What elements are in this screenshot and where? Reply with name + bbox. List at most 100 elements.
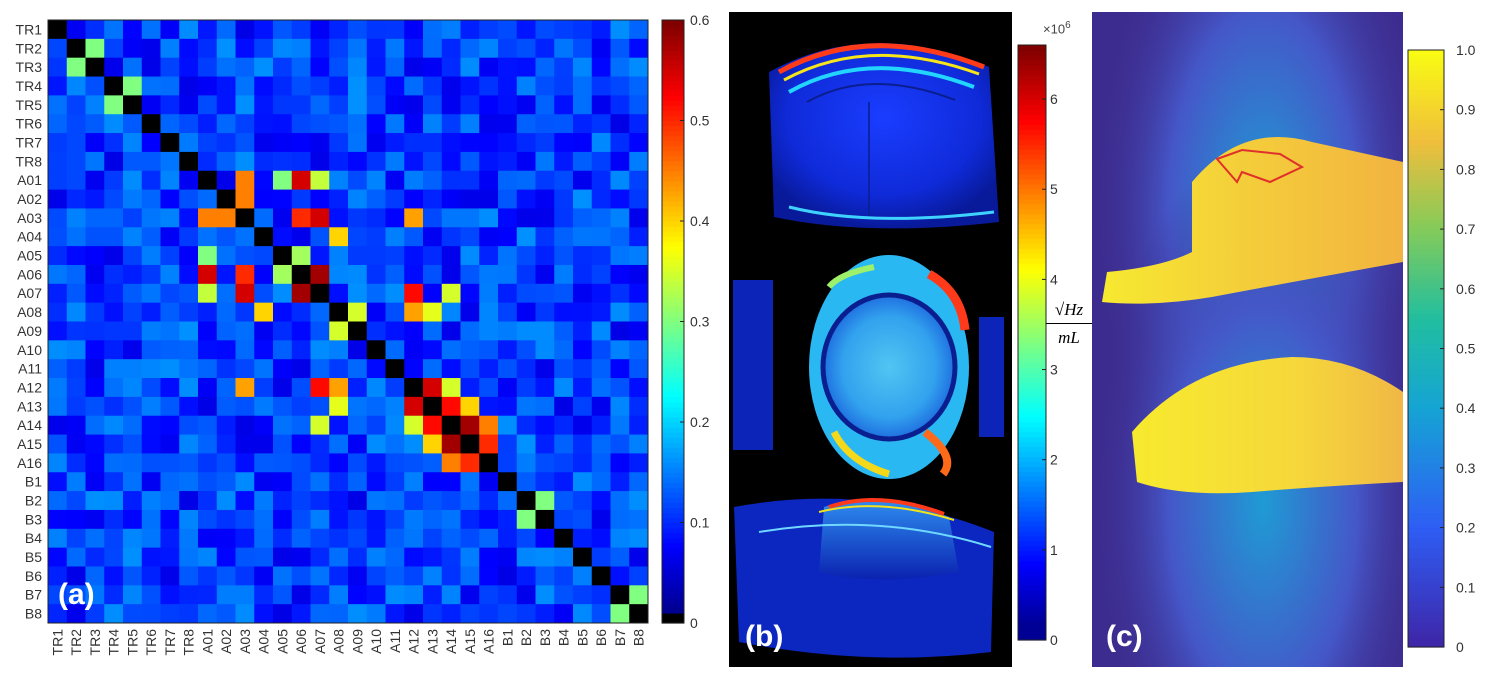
heatmap-cell — [160, 151, 180, 172]
heatmap-cell — [66, 283, 86, 304]
heatmap-cell — [198, 246, 218, 266]
heatmap-cell — [573, 57, 593, 78]
heatmap-cell — [179, 528, 199, 549]
heatmap-cell — [85, 76, 105, 96]
heatmap-cell — [66, 491, 86, 511]
colorbar-segment — [1018, 283, 1046, 289]
heatmap-cell — [85, 227, 105, 247]
colorbar-segment — [662, 592, 684, 599]
heatmap-cell — [48, 528, 68, 549]
colorbar-segment — [1408, 119, 1444, 126]
heatmap-cell — [460, 434, 480, 454]
colorbar-segment — [662, 577, 684, 584]
heatmap-cell — [48, 378, 68, 398]
heatmap-cell — [479, 208, 499, 228]
x-tick-label: TR4 — [106, 629, 122, 656]
colorbar-segment — [1018, 516, 1046, 522]
y-tick-label: A12 — [17, 379, 42, 395]
heatmap-cell — [310, 246, 330, 266]
heatmap-cell — [554, 208, 574, 228]
heatmap-cell — [460, 491, 480, 511]
heatmap-cell — [535, 95, 555, 115]
heatmap-cell — [591, 396, 611, 417]
colorbar-segment — [1018, 387, 1046, 393]
colorbar-segment — [662, 45, 684, 51]
panel-label-a: (a) — [58, 578, 95, 611]
heatmap-cell — [235, 57, 255, 78]
heatmap-cell — [198, 528, 218, 549]
colorbar-segment — [1018, 521, 1046, 527]
heatmap-cell — [348, 472, 368, 492]
colorbar-a: 0 0.1 0.2 0.3 0.4 0.5 0.6 — [661, 12, 710, 631]
colorbar-segment — [1408, 512, 1444, 519]
heatmap-cell — [573, 585, 593, 605]
heatmap-cell — [554, 302, 574, 322]
heatmap-cell — [460, 340, 480, 360]
heatmap-cell — [48, 57, 68, 78]
colorbar-segment — [662, 195, 684, 202]
heatmap-cell — [554, 453, 574, 473]
colorbar-tick-label: 0.3 — [1456, 460, 1476, 476]
unit-numerator: √Hz — [1046, 300, 1092, 324]
colorbar-segment — [662, 75, 684, 81]
heatmap-cell — [66, 547, 86, 567]
colorbar-segment — [662, 170, 684, 177]
heatmap-cell — [291, 434, 311, 454]
heatmap-cell — [48, 283, 68, 304]
heatmap-cell — [385, 528, 405, 549]
heatmap-cell — [310, 491, 330, 511]
colorbar-segment — [662, 190, 684, 197]
heatmap-cell — [273, 133, 293, 153]
heatmap-cell — [479, 189, 499, 209]
y-tick-label: A03 — [17, 210, 42, 226]
heatmap-cell — [385, 38, 405, 59]
heatmap-cell — [235, 566, 255, 586]
heatmap-cell — [141, 528, 161, 549]
heatmap-cell — [273, 396, 293, 417]
heatmap-cell — [198, 491, 218, 511]
heatmap-cell — [291, 453, 311, 473]
colorbar-segment — [1018, 188, 1046, 195]
heatmap-cell — [273, 227, 293, 247]
heatmap-cell — [591, 604, 611, 624]
heatmap-cell — [160, 547, 180, 567]
colorbar-tick-label: 0.4 — [690, 213, 710, 229]
heatmap-cell — [610, 114, 630, 134]
heatmap-cell — [179, 415, 199, 436]
heatmap-cell — [104, 453, 124, 473]
heatmap-cell — [123, 57, 143, 78]
heatmap-cell — [479, 114, 499, 134]
heatmap-cell — [366, 38, 386, 59]
heatmap-cell — [423, 604, 443, 624]
heatmap-cell — [498, 151, 518, 172]
colorbar-segment — [662, 437, 684, 443]
colorbar-segment — [1018, 94, 1046, 101]
heatmap-cell — [329, 95, 349, 115]
heatmap-cell — [216, 453, 236, 473]
heatmap-cell — [404, 57, 424, 78]
x-tick-label: B4 — [556, 629, 572, 646]
heatmap-cell — [404, 38, 424, 59]
heatmap-cell — [348, 453, 368, 473]
heatmap-cell — [254, 472, 274, 492]
colorbar-segment — [1018, 456, 1046, 463]
heatmap-cell — [48, 133, 68, 153]
heatmap-cell — [310, 321, 330, 341]
colorbar-segment — [1018, 530, 1046, 537]
heatmap-cell — [441, 302, 461, 322]
colorbar-segment — [1408, 487, 1444, 494]
y-tick-label: B5 — [25, 549, 42, 565]
colorbar-segment — [1408, 383, 1444, 389]
panel-c-probability-map: (c) — [1092, 12, 1403, 667]
x-tick-label: TR8 — [181, 629, 197, 656]
heatmap-cell — [441, 472, 461, 492]
heatmap-cell — [479, 604, 499, 624]
colorbar-segment — [1408, 109, 1444, 116]
colorbar-segment — [1408, 268, 1444, 275]
colorbar-segment — [1018, 302, 1046, 309]
heatmap-cell — [329, 20, 349, 40]
heatmap-cell — [85, 57, 105, 78]
heatmap-cell — [423, 189, 443, 209]
heatmap-cell — [498, 283, 518, 304]
heatmap-cell — [516, 20, 536, 40]
